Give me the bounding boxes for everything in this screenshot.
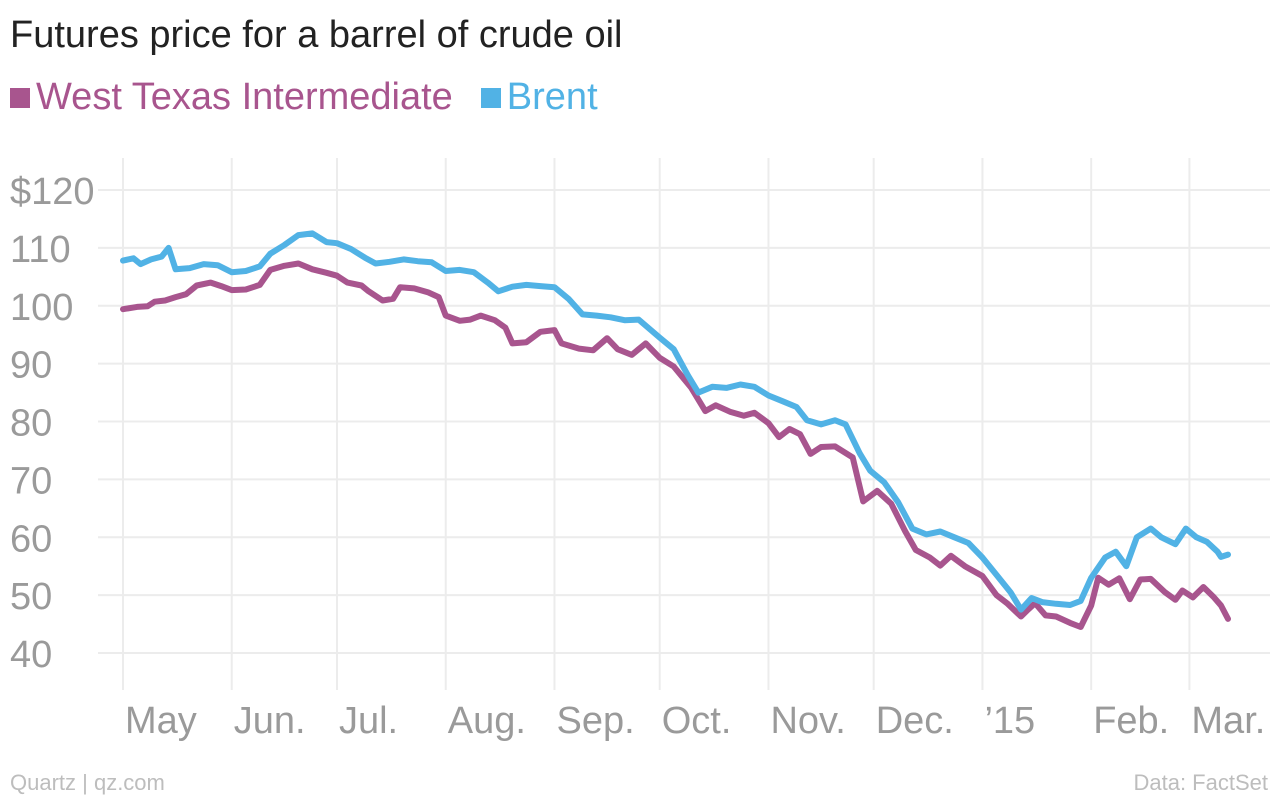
x-tick-label: ’15 — [984, 700, 1035, 742]
y-tick-label: 90 — [10, 345, 52, 387]
legend-item-wti: West Texas Intermediate — [10, 76, 453, 119]
chart-title: Futures price for a barrel of crude oil — [10, 14, 623, 56]
x-tick-label: Aug. — [448, 700, 526, 742]
x-tick-label: Mar. — [1191, 700, 1265, 742]
y-tick-label: $120 — [10, 171, 95, 213]
y-tick-label: 80 — [10, 403, 52, 445]
x-tick-label: Oct. — [662, 700, 732, 742]
x-tick-label: Jul. — [339, 700, 398, 742]
x-tick-label: Jun. — [234, 700, 306, 742]
legend: West Texas Intermediate Brent — [10, 76, 626, 119]
series-layer — [120, 230, 1231, 630]
x-axis: May Jun. Jul. Aug. Sep. Oct. Nov. Dec. ’15 Feb. Ma… — [125, 700, 1265, 742]
y-tick-label: 110 — [10, 229, 71, 271]
x-tick-label: May — [125, 700, 197, 742]
data-source: Data: FactSet — [1133, 770, 1268, 795]
legend-label-brent: Brent — [506, 76, 598, 118]
series-line-brent — [120, 230, 1231, 613]
legend-swatch-brent — [480, 87, 501, 108]
y-tick-label: 60 — [10, 518, 52, 560]
source-credit: Quartz | qz.com — [10, 770, 165, 795]
y-tick-label: 100 — [10, 287, 73, 329]
legend-swatch-wti — [10, 87, 30, 108]
legend-label-wti: West Texas Intermediate — [36, 76, 453, 118]
x-tick-label: Dec. — [876, 700, 954, 742]
x-tick-label: Nov. — [770, 700, 845, 742]
x-tick-label: Feb. — [1093, 700, 1169, 742]
y-tick-label: 70 — [10, 460, 52, 502]
series-line-wti — [120, 260, 1231, 630]
y-axis: 40 50 60 70 80 90 100 110 $120 — [10, 171, 95, 676]
y-tick-label: 40 — [10, 634, 52, 676]
legend-item-brent: Brent — [480, 76, 598, 119]
x-tick-label: Sep. — [556, 700, 634, 742]
y-tick-label: 50 — [10, 576, 52, 618]
grid-layer — [98, 158, 1270, 690]
